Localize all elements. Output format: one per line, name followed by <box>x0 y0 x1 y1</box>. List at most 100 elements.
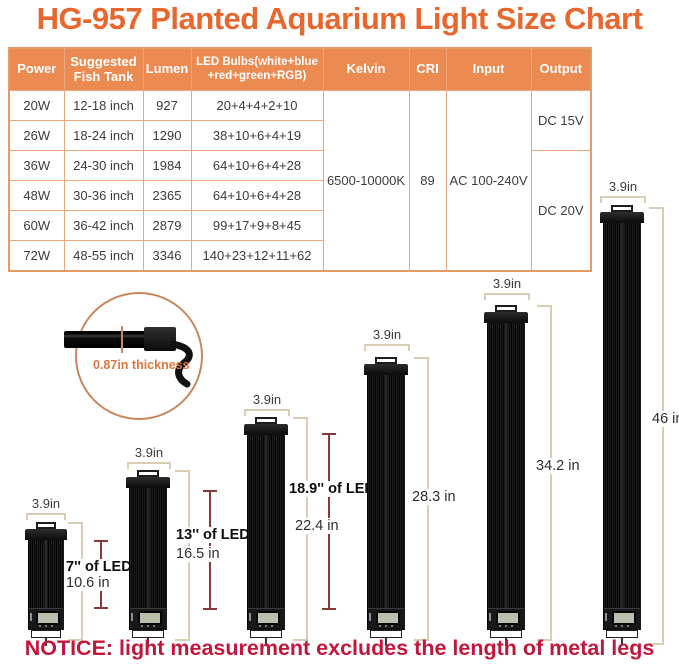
col-header-led: LED Bulbs(white+blue +red+green+RGB) <box>190 47 324 91</box>
lcd-screen <box>375 611 401 625</box>
spec-table: Power Suggested Fish Tank Lumen LED Bulb… <box>8 47 592 272</box>
cell-lumen: 3346 <box>142 240 192 272</box>
side-label <box>369 613 371 621</box>
cell-power: 48W <box>8 180 65 211</box>
fixture-cap <box>25 529 67 540</box>
fixture5-height-label: 34.2 in <box>534 458 582 474</box>
col-header-cri: CRI <box>408 47 447 91</box>
fixture-body <box>603 223 641 630</box>
side-label <box>605 613 607 621</box>
metal-leg-hook-icon <box>170 341 193 388</box>
cell-tank: 12-18 inch <box>63 90 144 121</box>
fixture-cap <box>126 477 170 488</box>
col-header-output: Output <box>530 47 592 91</box>
fixture3-height-label: 22.4 in <box>293 518 341 534</box>
fixture-cap <box>244 424 288 435</box>
cell-input: AC 100-240V <box>445 90 532 272</box>
top-metal-leg <box>374 357 398 364</box>
fixture-body <box>487 323 525 630</box>
cell-tank: 24-30 inch <box>63 150 144 181</box>
side-label <box>131 613 133 621</box>
fixture-body <box>129 488 167 630</box>
cell-led: 140+23+12+11+62 <box>190 240 324 272</box>
fixture-body <box>28 540 64 630</box>
lcd-module <box>368 608 404 628</box>
col-header-power: Power <box>8 47 65 91</box>
control-buttons <box>368 625 404 627</box>
lcd-module <box>130 608 166 628</box>
fixture6-width-label: 3.9in <box>608 179 638 194</box>
top-metal-leg <box>254 417 278 424</box>
page-title: HG-957 Planted Aquarium Light Size Chart <box>36 1 643 36</box>
lcd-module <box>29 608 63 628</box>
cell-led: 64+10+6+4+28 <box>190 150 324 181</box>
lcd-screen <box>611 611 637 625</box>
side-label <box>249 613 251 621</box>
top-metal-leg <box>610 205 634 212</box>
cell-led: 38+10+6+4+19 <box>190 120 324 151</box>
lcd-screen <box>36 611 60 625</box>
fixture2-height-label: 16.5 in <box>174 546 222 562</box>
control-buttons <box>130 625 166 627</box>
lcd-screen <box>137 611 163 625</box>
light-fixture-5 <box>484 305 528 646</box>
cell-tank: 30-36 inch <box>63 180 144 211</box>
cell-power: 36W <box>8 150 65 181</box>
cell-kelvin: 6500-10000K <box>322 90 410 272</box>
fixture1-height-label: 10.6 in <box>64 575 112 591</box>
fixture-cap <box>484 312 528 323</box>
col-header-kelvin: Kelvin <box>322 47 410 91</box>
cell-power: 20W <box>8 90 65 121</box>
side-label <box>30 613 32 621</box>
fixture4-width-bracket <box>364 344 410 352</box>
thickness-label: 0.87in thickness <box>93 358 190 372</box>
table-row: 26W 18-24 inch 1290 38+10+6+4+19 <box>8 120 591 151</box>
fixture3-width-label: 3.9in <box>252 392 282 407</box>
cell-lumen: 2879 <box>142 210 192 241</box>
cell-led: 20+4+4+2+10 <box>190 90 324 121</box>
control-buttons <box>248 625 284 627</box>
cell-tank: 48-55 inch <box>63 240 144 272</box>
cell-tank: 36-42 inch <box>63 210 144 241</box>
fixture-body <box>247 435 285 630</box>
cell-led: 64+10+6+4+28 <box>190 180 324 211</box>
light-fixture-4 <box>364 357 408 646</box>
lcd-module <box>604 608 640 628</box>
control-buttons <box>604 625 640 627</box>
thickness-tick <box>121 326 123 353</box>
table-row: 48W 30-36 inch 2365 64+10+6+4+28 <box>8 180 591 211</box>
col-header-input: Input <box>445 47 532 91</box>
leg-pin <box>505 638 507 646</box>
cell-power: 60W <box>8 210 65 241</box>
fixture4-height-label: 28.3 in <box>410 489 458 505</box>
lcd-screen <box>255 611 281 625</box>
lcd-module <box>488 608 524 628</box>
control-buttons <box>29 625 63 627</box>
cell-lumen: 1290 <box>142 120 192 151</box>
table-header-row: Power Suggested Fish Tank Lumen LED Bulb… <box>8 47 592 91</box>
col-header-led-line1: LED Bulbs(white+blue <box>196 56 318 69</box>
table-row: 20W 12-18 inch 927 20+4+4+2+10 6500-1000… <box>8 90 592 272</box>
cell-lumen: 927 <box>142 90 192 121</box>
fixture2-led-label: 13'' of LED <box>174 527 252 543</box>
top-metal-leg <box>494 305 518 312</box>
leg-pin <box>621 638 623 646</box>
lcd-screen <box>495 611 521 625</box>
cell-tank: 18-24 inch <box>63 120 144 151</box>
bottom-metal-legs <box>131 630 165 638</box>
light-fixture-3 <box>244 417 288 646</box>
fixture2-width-bracket <box>127 462 171 470</box>
fixture1-led-label: 7'' of LED <box>64 559 134 575</box>
lcd-module <box>248 608 284 628</box>
fixture-body <box>367 375 405 630</box>
callout-circle <box>75 292 203 420</box>
table-row: 60W 36-42 inch 2879 99+17+9+8+45 <box>8 210 591 241</box>
top-metal-leg <box>136 470 160 477</box>
fixture6-width-bracket <box>600 196 646 204</box>
cell-led: 99+17+9+8+45 <box>190 210 324 241</box>
cell-power: 72W <box>8 240 65 272</box>
bottom-metal-legs <box>30 630 62 638</box>
cell-cri: 89 <box>408 90 447 272</box>
cell-output-dc20: DC 20V <box>530 150 592 272</box>
fixture5-width-bracket <box>484 293 530 301</box>
